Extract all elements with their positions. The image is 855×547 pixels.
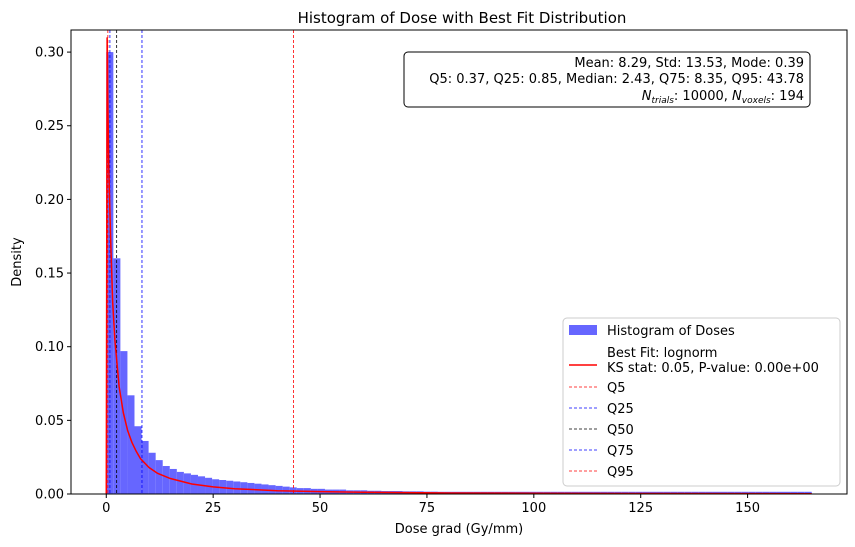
stats-box-frame — [403, 51, 811, 108]
y-tick-label: 0.15 — [35, 267, 64, 282]
legend-label-q25: Q25 — [607, 402, 634, 417]
histogram-bar — [141, 440, 149, 494]
y-axis-label: Density — [10, 237, 25, 287]
histogram-bar — [268, 485, 276, 494]
histogram-bar — [762, 491, 770, 494]
histogram-bar — [247, 482, 255, 494]
y-tick-label: 0.05 — [35, 414, 64, 429]
histogram-bar — [162, 466, 170, 494]
histogram-bar — [183, 473, 191, 494]
histogram-bar — [804, 491, 812, 494]
x-axis-ticks: 0 25 50 75 100 125 150 — [102, 494, 760, 516]
histogram-bar — [226, 480, 234, 494]
legend-label-histogram: Histogram of Doses — [607, 324, 735, 339]
stats-line-1: Mean: 8.29, Std: 13.53, Mode: 0.39 — [574, 56, 804, 71]
histogram-bar — [769, 491, 777, 494]
y-axis-ticks: 0.00 0.05 0.10 0.15 0.20 0.25 0.30 — [35, 46, 71, 503]
legend: Histogram of Doses Best Fit: lognorm KS … — [562, 317, 841, 487]
histogram-bar — [755, 491, 763, 494]
histogram-bar — [240, 482, 248, 494]
x-tick-label: 100 — [521, 501, 546, 516]
legend-label-q95: Q95 — [607, 465, 634, 480]
x-axis-label: Dose grad (Gy/mm) — [395, 522, 523, 537]
histogram-bar — [254, 483, 262, 494]
y-tick-label: 0.25 — [35, 119, 64, 134]
histogram-bar — [261, 484, 269, 494]
histogram-bar — [783, 491, 791, 494]
histogram-bar — [176, 471, 184, 494]
histogram-bar — [127, 395, 135, 494]
histogram-bar — [233, 481, 241, 494]
n-voxels-symbol: N — [732, 89, 742, 104]
histogram-bar — [797, 491, 805, 494]
x-tick-label: 25 — [205, 501, 222, 516]
legend-swatch-histogram — [569, 325, 597, 335]
legend-frame — [562, 317, 841, 487]
histogram-bar — [776, 491, 784, 494]
x-tick-label: 50 — [312, 501, 329, 516]
x-tick-label: 125 — [628, 501, 653, 516]
histogram-bar — [134, 426, 142, 494]
legend-label-fit: Best Fit: lognorm — [607, 346, 717, 361]
n-trials-subscript: trials — [651, 96, 674, 106]
stats-box: Mean: 8.29, Std: 13.53, Mode: 0.39 Q5: 0… — [403, 51, 811, 108]
legend-label-fit-stats: KS stat: 0.05, P-value: 0.00e+00 — [607, 361, 819, 376]
legend-label-q75: Q75 — [607, 444, 634, 459]
histogram-bar — [790, 491, 798, 494]
n-trials-value: : 10000, — [674, 89, 732, 104]
y-tick-label: 0.10 — [35, 340, 64, 355]
legend-quantile-entries: Q5 Q25 Q50 Q75 Q95 — [569, 381, 634, 480]
legend-label-q5: Q5 — [607, 381, 626, 396]
legend-label-q50: Q50 — [607, 423, 634, 438]
y-tick-label: 0.00 — [35, 488, 64, 503]
histogram-bar — [275, 485, 283, 494]
n-voxels-subscript: voxels — [742, 96, 771, 106]
stats-line-2: Q5: 0.37, Q25: 0.85, Median: 2.43, Q75: … — [429, 72, 804, 87]
n-trials-symbol: N — [642, 89, 652, 104]
x-tick-label: 150 — [735, 501, 760, 516]
fit-curve — [105, 37, 812, 495]
x-tick-label: 75 — [419, 501, 436, 516]
n-voxels-value: : 194 — [771, 89, 804, 104]
y-tick-label: 0.20 — [35, 193, 64, 208]
histogram-bar — [148, 452, 156, 494]
stats-line-3: Ntrials: 10000, Nvoxels: 194 — [642, 89, 804, 106]
histogram-bar — [106, 52, 114, 494]
y-tick-label: 0.30 — [35, 46, 64, 61]
plot-frame — [70, 29, 848, 495]
histogram-bar — [169, 468, 177, 494]
x-tick-label: 0 — [102, 501, 110, 516]
histogram-bar — [748, 491, 756, 494]
chart-title: Histogram of Dose with Best Fit Distribu… — [298, 9, 627, 27]
histogram-bar — [155, 460, 163, 494]
histogram-bar — [120, 351, 128, 494]
